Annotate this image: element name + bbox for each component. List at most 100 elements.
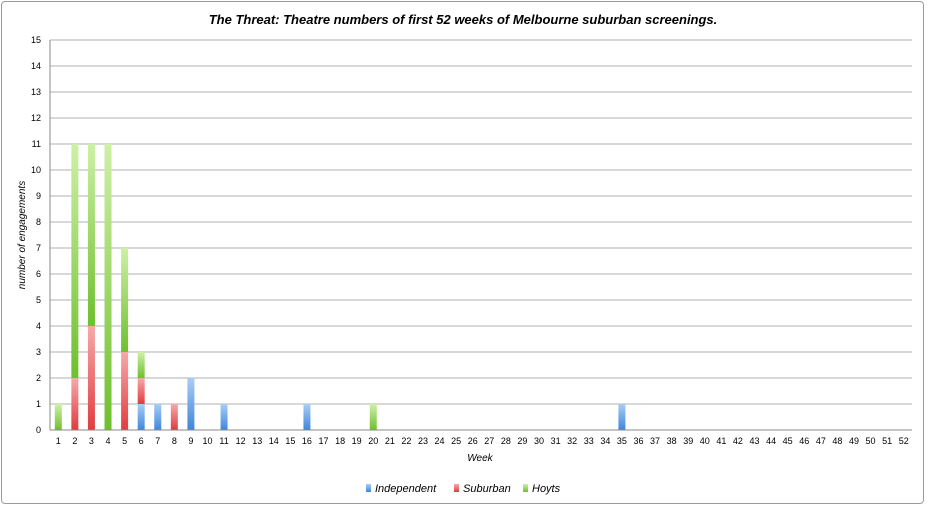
- y-tick-label: 10: [31, 165, 41, 175]
- bar-independent-week-6: [137, 404, 145, 430]
- bar-hoyts-week-2: [71, 144, 79, 378]
- x-tick-label: 31: [551, 436, 561, 446]
- x-tick-label: 49: [849, 436, 859, 446]
- x-tick-label: 41: [716, 436, 726, 446]
- x-tick-label: 46: [799, 436, 809, 446]
- legend-swatch-suburban: [454, 484, 459, 492]
- x-tick-label: 22: [401, 436, 411, 446]
- x-tick-label: 15: [285, 436, 295, 446]
- x-tick-label: 50: [866, 436, 876, 446]
- bar-suburban-week-6: [137, 378, 145, 404]
- x-tick-label: 37: [650, 436, 660, 446]
- x-tick-label: 12: [236, 436, 246, 446]
- x-tick-label: 1: [56, 436, 61, 446]
- x-tick-label: 14: [269, 436, 279, 446]
- bar-suburban-week-8: [170, 404, 178, 430]
- bar-independent-week-9: [187, 378, 195, 430]
- x-tick-label: 8: [172, 436, 177, 446]
- bar-suburban-week-3: [87, 326, 95, 430]
- x-tick-label: 44: [766, 436, 776, 446]
- x-tick-label: 39: [683, 436, 693, 446]
- x-tick-label: 42: [733, 436, 743, 446]
- bar-independent-week-7: [154, 404, 162, 430]
- y-tick-label: 3: [36, 347, 41, 357]
- y-tick-label: 6: [36, 269, 41, 279]
- legend-label-suburban: Suburban: [463, 483, 511, 495]
- x-tick-label: 25: [451, 436, 461, 446]
- x-tick-label: 13: [252, 436, 262, 446]
- x-tick-label: 27: [484, 436, 494, 446]
- y-tick-label: 1: [36, 399, 41, 409]
- x-tick-label: 23: [418, 436, 428, 446]
- y-tick-label: 8: [36, 217, 41, 227]
- legend-swatch-independent: [366, 484, 371, 492]
- x-tick-label: 7: [155, 436, 160, 446]
- x-tick-label: 4: [106, 436, 111, 446]
- grid-lines: [50, 39, 912, 405]
- x-tick-label: 29: [517, 436, 527, 446]
- bar-hoyts-week-6: [137, 352, 145, 378]
- x-tick-label: 45: [783, 436, 793, 446]
- x-tick-label: 5: [122, 436, 127, 446]
- bar-suburban-week-5: [121, 352, 129, 430]
- x-tick-label: 38: [667, 436, 677, 446]
- bar-hoyts-week-4: [104, 144, 112, 430]
- x-tick-label: 3: [89, 436, 94, 446]
- bar-hoyts-week-1: [54, 404, 62, 430]
- x-tick-label: 17: [319, 436, 329, 446]
- legend-label-independent: Independent: [375, 483, 437, 495]
- x-tick-label: 36: [633, 436, 643, 446]
- y-tick-label: 0: [36, 425, 41, 435]
- legend: Independent Suburban Hoyts: [366, 483, 561, 495]
- bar-independent-week-16: [303, 404, 311, 430]
- x-tick-label: 47: [816, 436, 826, 446]
- x-tick-label: 20: [368, 436, 378, 446]
- bar-hoyts-week-3: [87, 144, 95, 326]
- y-axis-label: number of engagements: [17, 181, 28, 289]
- x-tick-label: 18: [335, 436, 345, 446]
- x-tick-label: 11: [219, 436, 228, 446]
- y-tick-label: 15: [31, 35, 41, 45]
- x-tick-label: 6: [139, 436, 144, 446]
- x-tick-label: 51: [882, 436, 892, 446]
- y-tick-label: 5: [36, 295, 41, 305]
- x-tick-label: 33: [584, 436, 594, 446]
- y-tick-label: 11: [32, 139, 41, 149]
- chart-title: The Threat: Theatre numbers of first 52 …: [209, 12, 718, 27]
- x-tick-label: 26: [468, 436, 478, 446]
- x-tick-label: 16: [302, 436, 312, 446]
- y-tick-label: 12: [31, 113, 41, 123]
- x-tick-label: 2: [72, 436, 77, 446]
- x-tick-labels: 1 2 3 4 5 6 7 8 9 10 11 12 13 14 15 16 17 18 19 20 21 22 23 24 2…: [56, 436, 909, 446]
- x-tick-label: 28: [501, 436, 511, 446]
- bar-independent-week-11: [220, 404, 228, 430]
- bars: [54, 144, 626, 430]
- x-tick-label: 43: [750, 436, 760, 446]
- x-tick-label: 35: [617, 436, 627, 446]
- x-axis-label: Week: [467, 453, 493, 464]
- x-tick-label: 40: [700, 436, 710, 446]
- x-tick-label: 52: [899, 436, 909, 446]
- y-tick-label: 7: [36, 243, 41, 253]
- y-tick-label: 13: [31, 87, 41, 97]
- bar-hoyts-week-5: [121, 248, 129, 352]
- y-tick-label: 2: [36, 373, 41, 383]
- x-tick-label: 21: [385, 436, 395, 446]
- x-tick-label: 32: [567, 436, 577, 446]
- x-tick-label: 19: [352, 436, 362, 446]
- y-tick-label: 4: [36, 321, 41, 331]
- legend-label-hoyts: Hoyts: [532, 483, 561, 495]
- legend-swatch-hoyts: [523, 484, 528, 492]
- x-tick-label: 24: [435, 436, 445, 446]
- bar-suburban-week-2: [71, 378, 79, 430]
- x-tick-label: 10: [202, 436, 212, 446]
- x-tick-label: 48: [832, 436, 842, 446]
- x-tick-label: 9: [188, 436, 193, 446]
- y-tick-label: 9: [36, 191, 41, 201]
- y-tick-label: 14: [31, 61, 41, 71]
- bar-hoyts-week-20: [369, 404, 377, 430]
- bar-independent-week-35: [618, 404, 626, 430]
- x-tick-label: 34: [600, 436, 610, 446]
